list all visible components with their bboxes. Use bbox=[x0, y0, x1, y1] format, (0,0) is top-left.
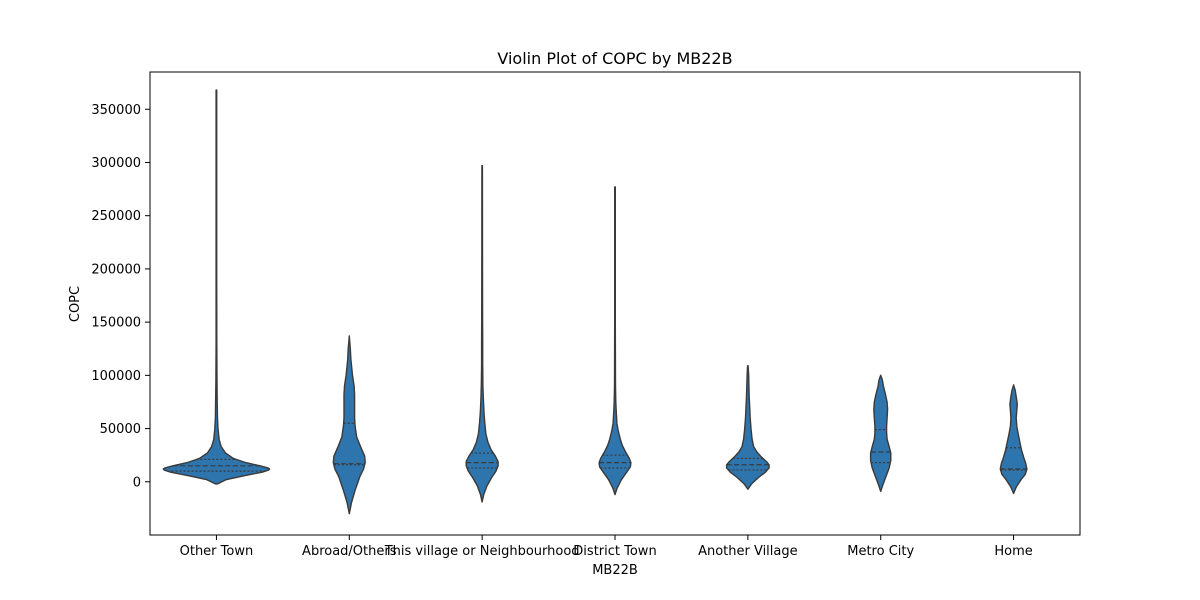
violin-metro-city bbox=[869, 374, 892, 493]
y-tick-label: 100000 bbox=[91, 369, 141, 384]
y-tick-label: 350000 bbox=[91, 103, 141, 118]
chart-title: Violin Plot of COPC by MB22B bbox=[497, 49, 732, 68]
violin-abroad-others bbox=[332, 335, 366, 515]
y-tick-label: 200000 bbox=[91, 262, 141, 277]
violin-another-village bbox=[725, 365, 770, 490]
y-tick-label: 250000 bbox=[91, 209, 141, 224]
violins-group bbox=[162, 89, 1028, 515]
violin-home bbox=[999, 384, 1028, 495]
x-tick-label: Home bbox=[994, 544, 1032, 559]
y-axis-label: COPC bbox=[68, 286, 83, 322]
y-axis: 0 50000 100000 150000 200000 250000 300000 3500… bbox=[91, 103, 150, 490]
y-tick-label: 50000 bbox=[100, 422, 141, 437]
y-tick-label: 150000 bbox=[91, 316, 141, 331]
violin-other-town bbox=[162, 89, 271, 485]
x-tick-label: Other Town bbox=[180, 544, 254, 559]
violin-this-village-or-neighbourhood bbox=[465, 165, 499, 503]
x-tick-label: Metro City bbox=[847, 544, 914, 559]
x-tick-label: This village or Neighbourhood bbox=[384, 544, 580, 559]
x-tick-label: Another Village bbox=[698, 544, 798, 559]
y-tick-label: 300000 bbox=[91, 156, 141, 171]
y-tick-label: 0 bbox=[133, 475, 141, 490]
x-tick-label: Abroad/Others bbox=[302, 544, 397, 559]
x-tick-label: District Town bbox=[573, 544, 656, 559]
violin-district-town bbox=[598, 186, 632, 496]
x-axis-label: MB22B bbox=[592, 563, 638, 578]
